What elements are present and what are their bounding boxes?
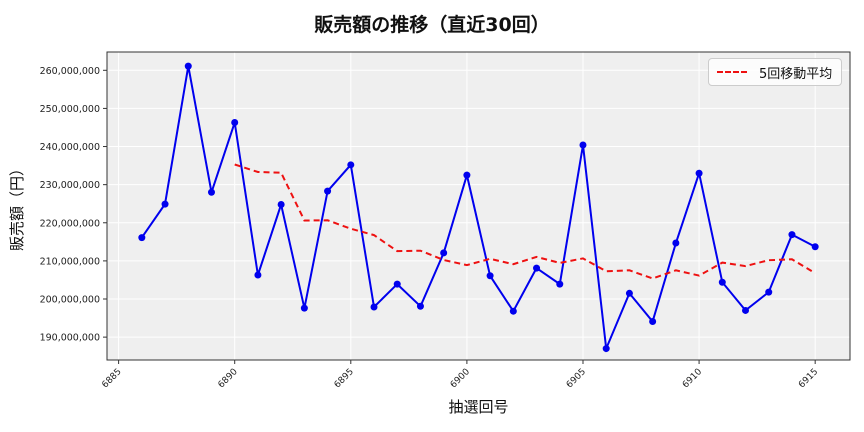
data-point-marker	[347, 161, 355, 169]
data-point-marker	[440, 249, 448, 257]
data-point-marker	[393, 280, 401, 288]
data-point-marker	[184, 62, 192, 70]
x-tick-label: 6900	[449, 367, 472, 390]
y-tick-label: 260,000,000	[40, 66, 100, 77]
data-point-marker	[625, 289, 633, 297]
data-point-marker	[788, 231, 796, 239]
data-point-marker	[324, 187, 332, 195]
y-tick-label: 220,000,000	[40, 218, 100, 229]
x-tick-label: 6905	[565, 367, 588, 390]
y-tick-label: 240,000,000	[40, 142, 100, 153]
data-point-marker	[486, 272, 494, 280]
y-axis-label: 販売額（円）	[8, 160, 26, 252]
legend-dashed-line-icon	[717, 71, 747, 73]
x-tick-label: 6890	[217, 367, 240, 390]
data-point-marker	[672, 239, 680, 247]
data-point-marker	[765, 288, 773, 296]
y-tick-label: 250,000,000	[40, 104, 100, 115]
data-point-marker	[742, 306, 750, 314]
sales-line	[140, 65, 816, 353]
data-point-marker	[509, 307, 517, 315]
legend-label: 5回移動平均	[759, 67, 833, 82]
data-point-marker	[533, 264, 541, 272]
legend: 5回移動平均	[708, 58, 842, 86]
data-point-marker	[811, 243, 819, 251]
data-point-marker	[649, 318, 657, 325]
plot-area	[107, 52, 850, 360]
data-point-marker	[277, 200, 285, 208]
data-point-marker	[416, 302, 424, 310]
data-point-marker	[695, 169, 703, 177]
x-tick-label: 6910	[681, 367, 704, 390]
data-point-marker	[579, 141, 587, 149]
data-point-marker	[254, 271, 262, 279]
data-point-marker	[138, 234, 146, 242]
data-point-marker	[602, 345, 610, 353]
data-point-marker	[556, 280, 564, 288]
data-point-marker	[231, 119, 239, 127]
x-tick-label: 6895	[333, 367, 356, 390]
y-tick-label: 200,000,000	[40, 295, 100, 306]
moving-average-line	[234, 163, 816, 280]
data-point-marker	[161, 200, 169, 208]
chart-title: 販売額の推移（直近30回）	[314, 14, 550, 36]
x-tick-label: 6915	[797, 367, 820, 390]
y-tick-label: 210,000,000	[40, 256, 100, 267]
data-point-marker	[207, 188, 215, 196]
y-tick-label: 230,000,000	[40, 180, 100, 191]
x-axis-label: 抽選回号	[448, 398, 509, 416]
data-point-marker	[718, 278, 726, 286]
data-point-marker	[463, 171, 471, 179]
data-point-marker	[370, 303, 378, 311]
data-point-marker	[300, 304, 308, 312]
x-tick-label: 6885	[100, 367, 123, 390]
y-tick-label: 190,000,000	[40, 333, 100, 344]
